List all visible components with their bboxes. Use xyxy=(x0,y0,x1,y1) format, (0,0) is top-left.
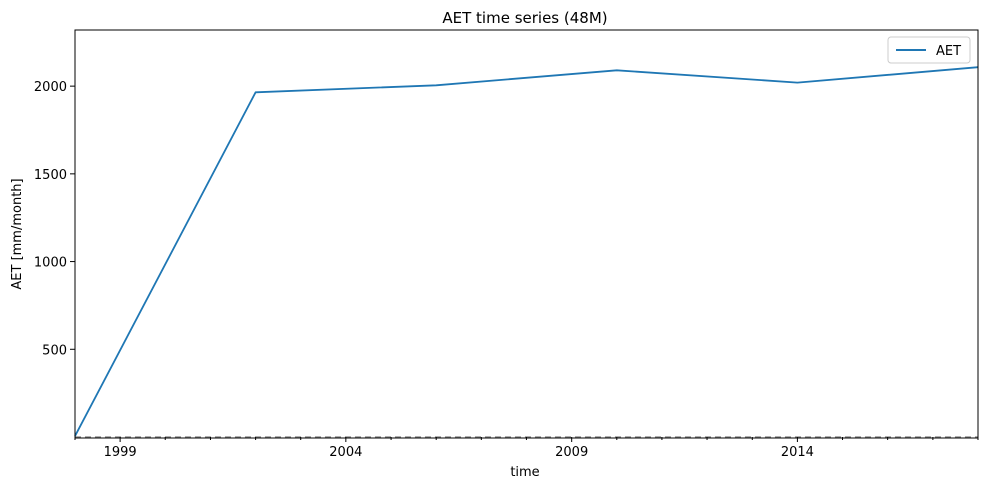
x-tick-label: 1999 xyxy=(104,445,137,460)
plot-frame xyxy=(74,29,979,439)
x-tick-label: 2004 xyxy=(329,445,362,460)
y-axis-label: AET [mm/month] xyxy=(10,178,25,289)
plot-area xyxy=(75,30,978,438)
chart-title: AET time series (48M) xyxy=(442,9,607,27)
x-tick-label: 2014 xyxy=(781,445,814,460)
series-line-aet xyxy=(74,66,979,437)
x-tick-label: 2009 xyxy=(555,445,588,460)
legend: AET xyxy=(887,36,971,64)
y-tick-label: 2000 xyxy=(34,80,67,95)
legend-label-aet: AET xyxy=(936,44,961,59)
x-axis-ticks: 1999 2004 2009 2014 xyxy=(104,437,814,460)
y-tick-label: 1000 xyxy=(34,256,67,271)
y-tick-label: 1500 xyxy=(34,168,67,183)
legend-box xyxy=(887,36,971,64)
y-axis-ticks: 500 1000 1500 2000 xyxy=(34,80,75,358)
y-tick-label: 500 xyxy=(42,343,67,358)
x-axis-label: time xyxy=(510,465,539,480)
